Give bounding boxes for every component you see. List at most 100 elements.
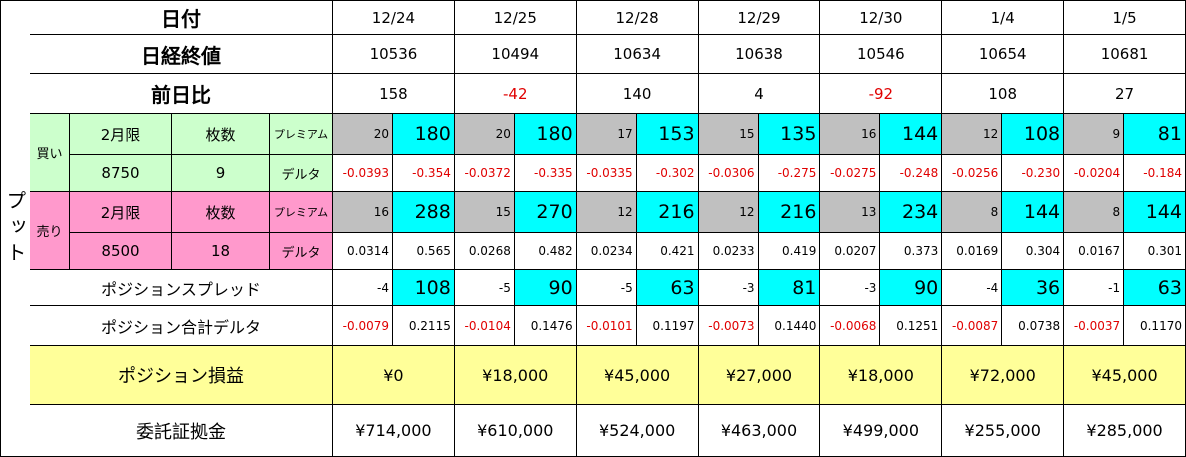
- value-right: 0.1197: [636, 306, 699, 346]
- strike: 8750: [70, 155, 172, 192]
- value-right: 81: [758, 270, 821, 306]
- value-left: -0.0104: [454, 306, 515, 346]
- value-right: -0.248: [880, 155, 943, 192]
- value-left: 12: [942, 114, 1003, 155]
- value-right: -0.335: [514, 155, 577, 192]
- value-left: 15: [698, 114, 759, 155]
- date-header: 12/29: [698, 0, 821, 35]
- date-header: 12/30: [820, 0, 943, 35]
- month: 2月限: [70, 114, 172, 155]
- value-left: -1: [1064, 270, 1125, 306]
- value-cell: ¥18,000: [820, 346, 943, 405]
- value-left: 0.0233: [698, 233, 759, 270]
- value-left: -0.0393: [333, 155, 393, 192]
- value-right: -0.302: [636, 155, 699, 192]
- value-left: 12: [576, 192, 637, 233]
- value-left: 20: [333, 114, 393, 155]
- value-right: 0.421: [636, 233, 699, 270]
- value-right: 216: [636, 192, 699, 233]
- value-left: 8: [1064, 192, 1125, 233]
- value-left: -0.0101: [576, 306, 637, 346]
- value-right: 81: [1124, 114, 1186, 155]
- value-cell: ¥463,000: [698, 405, 821, 457]
- value-right: 0.565: [393, 233, 455, 270]
- value-right: 0.1251: [880, 306, 943, 346]
- qty: 9: [172, 155, 270, 192]
- premium-label: プレミアム: [270, 192, 333, 233]
- value-left: 0.0234: [576, 233, 637, 270]
- row-label: 日経終値: [30, 35, 333, 74]
- row-label: ポジションスプレッド: [30, 270, 333, 306]
- value-right: 0.482: [514, 233, 577, 270]
- qty: 18: [172, 233, 270, 270]
- value-cell: ¥27,000: [698, 346, 821, 405]
- value-cell: 10494: [454, 35, 577, 74]
- value-right: 0.419: [758, 233, 821, 270]
- value-left: -0.0204: [1064, 155, 1125, 192]
- value-left: -0.0275: [820, 155, 881, 192]
- value-cell: ¥0: [333, 346, 455, 405]
- value-right: 90: [514, 270, 577, 306]
- value-cell: ¥255,000: [942, 405, 1065, 457]
- value-left: 15: [454, 192, 515, 233]
- value-left: 0.0167: [1064, 233, 1125, 270]
- value-cell: ¥499,000: [820, 405, 943, 457]
- value-right: 0.0738: [1002, 306, 1065, 346]
- value-right: 0.2115: [393, 306, 455, 346]
- value-right: 0.1440: [758, 306, 821, 346]
- value-right: 144: [1124, 192, 1186, 233]
- value-right: 216: [758, 192, 821, 233]
- value-cell: -42: [454, 74, 577, 114]
- value-left: -0.0256: [942, 155, 1003, 192]
- value-left: 13: [820, 192, 881, 233]
- delta-label: デルタ: [270, 233, 333, 270]
- side: 買い: [30, 114, 70, 192]
- strike: 8500: [70, 233, 172, 270]
- date-header: 12/28: [576, 0, 699, 35]
- value-left: -0.0372: [454, 155, 515, 192]
- value-right: 0.301: [1124, 233, 1186, 270]
- value-cell: ¥45,000: [1064, 346, 1186, 405]
- side: 売り: [30, 192, 70, 270]
- value-cell: ¥45,000: [576, 346, 699, 405]
- value-cell: ¥285,000: [1064, 405, 1186, 457]
- value-cell: ¥524,000: [576, 405, 699, 457]
- value-cell: ¥714,000: [333, 405, 455, 457]
- value-right: -0.184: [1124, 155, 1186, 192]
- value-left: -3: [820, 270, 881, 306]
- value-left: -0.0068: [820, 306, 881, 346]
- value-right: 135: [758, 114, 821, 155]
- month: 2月限: [70, 192, 172, 233]
- value-left: 9: [1064, 114, 1125, 155]
- value-right: 288: [393, 192, 455, 233]
- value-cell: 10536: [333, 35, 455, 74]
- value-left: -5: [454, 270, 515, 306]
- value-right: 0.304: [1002, 233, 1065, 270]
- value-right: -0.230: [1002, 155, 1065, 192]
- value-right: 36: [1002, 270, 1065, 306]
- value-cell: 10638: [698, 35, 821, 74]
- value-right: 180: [514, 114, 577, 155]
- value-cell: 140: [576, 74, 699, 114]
- value-left: 16: [333, 192, 393, 233]
- value-left: -5: [576, 270, 637, 306]
- value-cell: ¥610,000: [454, 405, 577, 457]
- value-cell: 108: [942, 74, 1065, 114]
- date-header: 1/4: [942, 0, 1065, 35]
- date-header: 1/5: [1064, 0, 1186, 35]
- value-left: 12: [698, 192, 759, 233]
- value-right: 0.1476: [514, 306, 577, 346]
- row-label: 委託証拠金: [30, 405, 333, 457]
- value-left: -4: [942, 270, 1003, 306]
- value-right: 90: [880, 270, 943, 306]
- value-left: -0.0037: [1064, 306, 1125, 346]
- value-left: 8: [942, 192, 1003, 233]
- value-right: 144: [1002, 192, 1065, 233]
- value-cell: 27: [1064, 74, 1186, 114]
- value-right: -0.275: [758, 155, 821, 192]
- value-left: 20: [454, 114, 515, 155]
- row-label: 日付: [30, 0, 333, 35]
- value-cell: 158: [333, 74, 455, 114]
- value-left: -4: [333, 270, 393, 306]
- value-left: 0.0268: [454, 233, 515, 270]
